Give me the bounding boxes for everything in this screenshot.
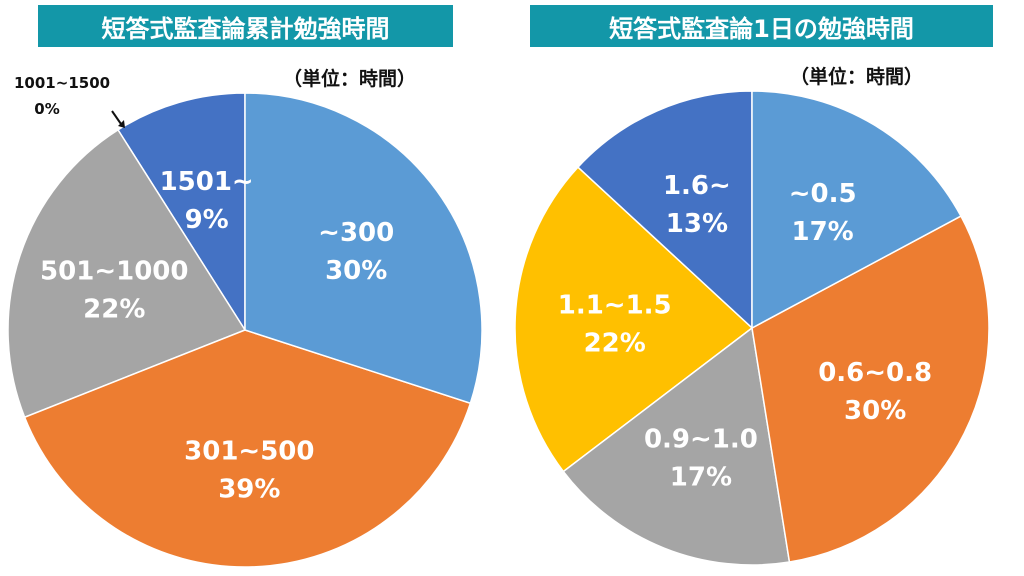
slice-percent-label: 9% bbox=[185, 205, 229, 235]
slice-category-label: ~0.5 bbox=[789, 179, 857, 209]
slice-percent-label: 13% bbox=[666, 209, 728, 239]
slice-category-label: 0.6~0.8 bbox=[818, 358, 932, 388]
slice-percent-label: 30% bbox=[844, 396, 906, 426]
pie-slice bbox=[751, 90, 962, 330]
right-unit-note: （単位：時間） bbox=[790, 66, 924, 88]
slice-percent-label: 17% bbox=[791, 217, 853, 247]
slice-category-label: 1501~ bbox=[160, 167, 254, 197]
callout-arrowhead bbox=[118, 120, 125, 128]
pie-slice bbox=[576, 90, 753, 330]
pie-slice bbox=[23, 329, 472, 568]
callout-arrow bbox=[111, 110, 122, 125]
pie-slice bbox=[751, 215, 990, 563]
slice-category-label: 501~1000 bbox=[40, 257, 188, 287]
callout-label: 1001~1500 0% bbox=[14, 70, 110, 122]
slice-category-label: ~300 bbox=[318, 218, 394, 248]
pie-slice bbox=[562, 326, 791, 566]
pie-slice bbox=[7, 128, 247, 419]
right-chart-title: 短答式監査論1日の勉強時間 bbox=[530, 5, 993, 47]
callout-value: 0% bbox=[34, 100, 60, 118]
slice-category-label: 1.6~ bbox=[663, 171, 731, 201]
slice-percent-label: 17% bbox=[670, 463, 732, 493]
left-chart-title: 短答式監査論累計勉強時間 bbox=[38, 5, 453, 47]
slice-category-label: 301~500 bbox=[184, 436, 314, 466]
pie-slice bbox=[514, 166, 754, 473]
slice-percent-label: 22% bbox=[83, 295, 145, 325]
pie-slice bbox=[244, 92, 483, 405]
slice-category-label: 0.9~1.0 bbox=[644, 425, 758, 455]
slice-percent-label: 22% bbox=[584, 328, 646, 358]
slice-category-label: 1.1~1.5 bbox=[558, 290, 672, 320]
slice-percent-label: 39% bbox=[218, 474, 280, 504]
callout-category: 1001~1500 bbox=[14, 74, 111, 92]
left-unit-note: （単位：時間） bbox=[283, 68, 417, 90]
slice-percent-label: 30% bbox=[325, 256, 387, 286]
